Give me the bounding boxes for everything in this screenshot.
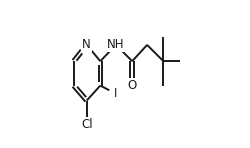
Text: N: N [82, 38, 91, 51]
Text: Cl: Cl [81, 118, 92, 131]
Text: NH: NH [107, 38, 125, 51]
Text: I: I [114, 87, 117, 100]
Text: O: O [128, 79, 137, 92]
